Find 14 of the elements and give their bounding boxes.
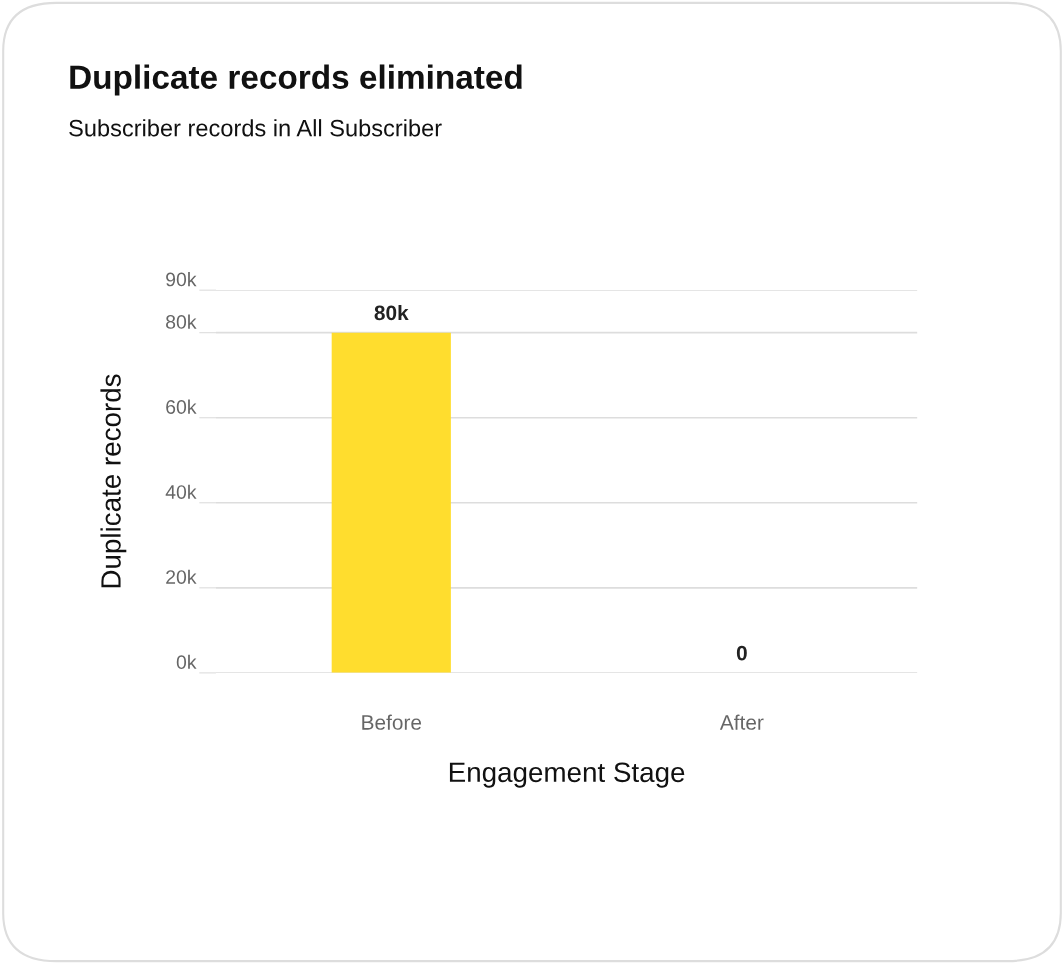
y-tick-label: 40k [165, 484, 197, 499]
y-tick-label: 20k [166, 569, 197, 584]
y-tick-label: 60k [166, 399, 197, 414]
data-label: 80k [374, 304, 409, 321]
x-tick-label: After [719, 714, 764, 730]
y-tick-label: 80k [166, 314, 197, 329]
chart-title: Duplicate records eliminated [70, 64, 522, 96]
chart-subtitle: Subscriber records in All Subscriber [69, 119, 442, 137]
x-axis-title: Engagement Stage [449, 762, 685, 788]
x-tick-label: Before [362, 714, 422, 730]
y-tick-label: 90k [166, 272, 197, 287]
y-axis-title: Duplicate records [100, 374, 127, 588]
data-label: 0 [736, 645, 747, 661]
y-tick-label: 0k [176, 654, 197, 670]
